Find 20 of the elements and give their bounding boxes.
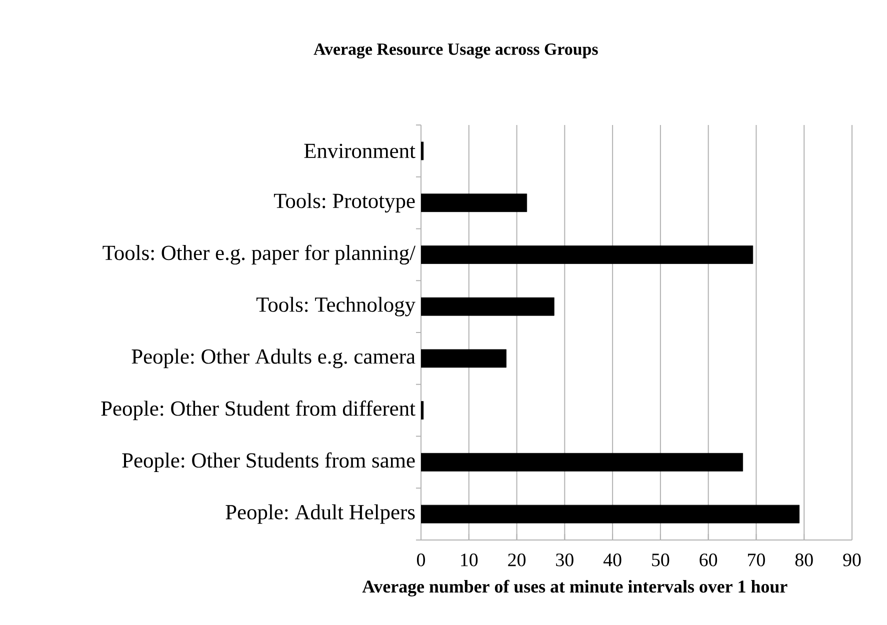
- y-tick-label: Tools: Prototype: [274, 193, 415, 213]
- y-tick-label: Tools: Technology: [256, 296, 416, 316]
- x-tick-label: 30: [556, 554, 574, 566]
- x-tick-label: 0: [416, 554, 426, 566]
- x-tick-label: 60: [700, 554, 718, 566]
- x-tick-label: 20: [508, 554, 526, 566]
- y-tick-label: Tools: Other e.g. paper for planning/: [102, 244, 416, 265]
- y-tick-label: People: Other Students from same: [122, 452, 415, 472]
- y-tick-label: People: Other Adults e.g. camera: [132, 348, 416, 368]
- chart-title: Average Resource Usage across Groups: [314, 43, 598, 58]
- y-tick-label: Environment: [304, 144, 416, 158]
- x-tick-label: 80: [795, 554, 813, 566]
- x-tick-label: 10: [461, 554, 478, 566]
- x-tick-label: 70: [748, 554, 765, 566]
- x-tick-label: 40: [603, 554, 622, 566]
- x-axis-title: Average number of uses at minute intervals over 1 hour: [362, 580, 788, 596]
- x-tick-label: 90: [843, 554, 861, 566]
- y-tick-label: People: Other Student from different: [101, 400, 416, 420]
- y-tick-label: People: Adult Helpers: [226, 504, 415, 524]
- x-tick-label: 50: [652, 554, 670, 566]
